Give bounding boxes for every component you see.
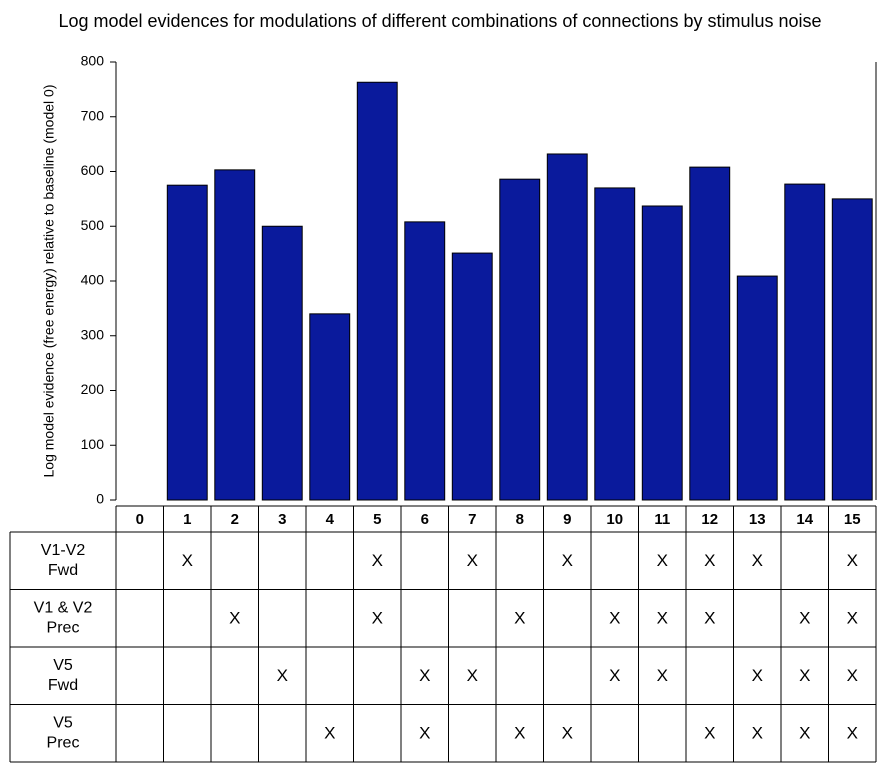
- y-tick-label: 800: [81, 53, 105, 69]
- x-tick-label: 3: [278, 511, 286, 528]
- row-label: Fwd: [48, 562, 78, 579]
- x-tick-label: 13: [749, 511, 766, 528]
- row-label: Prec: [47, 619, 80, 636]
- y-tick-label: 0: [96, 491, 104, 507]
- bar: [214, 169, 256, 501]
- y-tick-label: 500: [81, 217, 105, 233]
- cell-mark: X: [799, 666, 810, 685]
- cell-mark: X: [752, 724, 763, 743]
- y-tick-label: 100: [81, 436, 105, 452]
- cell-mark: X: [562, 724, 573, 743]
- cell-mark: X: [372, 551, 383, 570]
- cell-mark: X: [657, 609, 668, 628]
- bar: [689, 166, 731, 501]
- bar: [641, 205, 683, 501]
- x-tick-label: 5: [373, 511, 381, 528]
- cell-mark: X: [609, 666, 620, 685]
- x-tick-label: 8: [516, 511, 524, 528]
- row-label: Fwd: [48, 677, 78, 694]
- cell-mark: X: [372, 609, 383, 628]
- x-tick-label: 7: [468, 511, 476, 528]
- y-tick-label: 400: [81, 272, 105, 288]
- cell-mark: X: [657, 666, 668, 685]
- bar: [499, 178, 541, 501]
- cell-mark: X: [704, 609, 715, 628]
- y-tick-label: 700: [81, 107, 105, 123]
- y-axis-label: Log model evidence (free energy) relativ…: [41, 85, 57, 478]
- row-label: V1 & V2: [34, 599, 93, 616]
- cell-mark: X: [847, 666, 858, 685]
- x-tick-label: 15: [844, 511, 861, 528]
- bar: [784, 183, 826, 501]
- chart-title: Log model evidences for modulations of d…: [58, 11, 821, 31]
- bar: [404, 221, 446, 501]
- cell-mark: X: [467, 551, 478, 570]
- x-tick-label: 4: [326, 511, 335, 528]
- bar: [356, 81, 398, 501]
- cell-mark: X: [752, 551, 763, 570]
- y-tick-label: 200: [81, 381, 105, 397]
- row-label: V5: [53, 714, 73, 731]
- row-label: V1-V2: [41, 542, 86, 559]
- cell-mark: X: [182, 551, 193, 570]
- cell-mark: X: [799, 724, 810, 743]
- cell-mark: X: [609, 609, 620, 628]
- bar: [594, 187, 636, 501]
- cell-mark: X: [847, 609, 858, 628]
- bar: [309, 313, 351, 501]
- cell-mark: X: [514, 724, 525, 743]
- cell-mark: X: [847, 551, 858, 570]
- cell-mark: X: [657, 551, 668, 570]
- cell-mark: X: [514, 609, 525, 628]
- x-tick-label: 10: [606, 511, 623, 528]
- x-tick-label: 12: [701, 511, 718, 528]
- cell-mark: X: [704, 724, 715, 743]
- row-label: V5: [53, 657, 73, 674]
- cell-mark: X: [847, 724, 858, 743]
- y-tick-label: 600: [81, 162, 105, 178]
- x-tick-label: 2: [231, 511, 239, 528]
- bar: [451, 252, 493, 501]
- cell-mark: X: [562, 551, 573, 570]
- cell-mark: X: [752, 666, 763, 685]
- x-tick-label: 14: [796, 511, 813, 528]
- x-tick-label: 0: [136, 511, 144, 528]
- cell-mark: X: [229, 609, 240, 628]
- x-tick-label: 1: [183, 511, 191, 528]
- bar: [261, 225, 303, 501]
- bar: [831, 198, 873, 501]
- bar: [546, 153, 588, 501]
- x-tick-label: 6: [421, 511, 429, 528]
- row-label: Prec: [47, 734, 80, 751]
- x-tick-label: 11: [654, 511, 670, 528]
- cell-mark: X: [419, 724, 430, 743]
- cell-mark: X: [704, 551, 715, 570]
- bar: [736, 275, 778, 501]
- cell-mark: X: [324, 724, 335, 743]
- cell-mark: X: [799, 609, 810, 628]
- cell-mark: X: [467, 666, 478, 685]
- x-tick-label: 9: [563, 511, 571, 528]
- bar: [166, 184, 208, 501]
- y-tick-label: 300: [81, 326, 105, 342]
- cell-mark: X: [277, 666, 288, 685]
- cell-mark: X: [419, 666, 430, 685]
